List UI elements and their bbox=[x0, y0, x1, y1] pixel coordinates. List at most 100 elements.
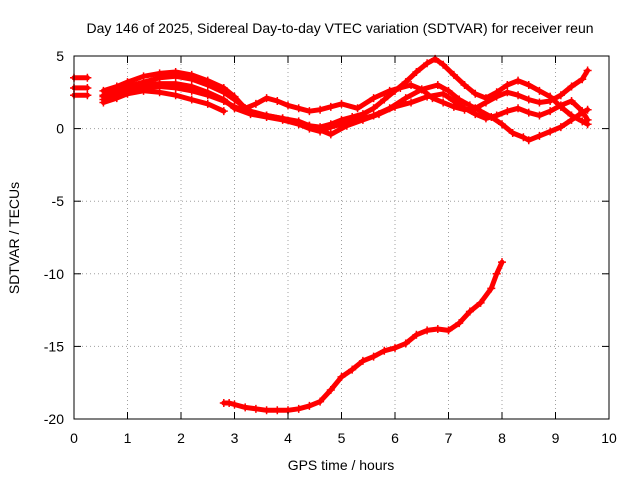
data-point bbox=[514, 104, 523, 113]
data-point bbox=[83, 73, 92, 82]
data-point bbox=[342, 121, 351, 130]
data-point bbox=[583, 66, 592, 75]
data-point bbox=[455, 319, 464, 328]
y-tick-label: -10 bbox=[44, 266, 64, 282]
data-point bbox=[139, 86, 148, 95]
data-point bbox=[316, 126, 325, 135]
data-point bbox=[449, 70, 458, 79]
data-point bbox=[369, 94, 378, 103]
data-point bbox=[337, 99, 346, 108]
data-point bbox=[401, 94, 410, 103]
data-point bbox=[524, 108, 533, 117]
data-point bbox=[353, 104, 362, 113]
data-point bbox=[262, 111, 271, 120]
data-point bbox=[556, 123, 565, 132]
data-point bbox=[326, 102, 335, 111]
x-tick-label: 6 bbox=[391, 430, 399, 446]
data-point bbox=[508, 128, 517, 137]
series-line bbox=[221, 259, 505, 413]
x-tick-label: 9 bbox=[552, 430, 560, 446]
y-tick-label: -15 bbox=[44, 338, 64, 354]
data-point bbox=[460, 104, 469, 113]
data-point bbox=[391, 86, 399, 95]
data-point bbox=[444, 86, 453, 95]
data-point bbox=[449, 97, 458, 106]
data-point bbox=[171, 72, 180, 81]
data-point bbox=[471, 110, 480, 119]
y-tick-label: -20 bbox=[44, 411, 64, 427]
data-point bbox=[99, 98, 108, 107]
data-point bbox=[219, 107, 228, 116]
x-tick-label: 3 bbox=[231, 430, 239, 446]
data-point bbox=[171, 83, 180, 92]
data-point bbox=[284, 101, 292, 110]
data-point bbox=[358, 115, 367, 124]
data-point bbox=[546, 127, 555, 136]
data-point bbox=[251, 404, 260, 413]
data-point bbox=[407, 81, 416, 90]
data-point bbox=[423, 326, 432, 335]
data-point bbox=[487, 284, 496, 293]
data-point bbox=[535, 111, 544, 120]
data-point bbox=[556, 91, 565, 100]
data-point bbox=[498, 258, 506, 267]
data-point bbox=[481, 94, 490, 103]
series-trace-g bbox=[99, 82, 592, 139]
data-point bbox=[492, 88, 501, 97]
series-trace-b bbox=[70, 83, 92, 92]
x-tick-label: 10 bbox=[601, 430, 617, 446]
data-point bbox=[444, 326, 453, 335]
data-point bbox=[567, 82, 576, 91]
data-point bbox=[524, 136, 533, 145]
series-trace-h bbox=[99, 86, 228, 116]
data-point bbox=[83, 83, 92, 92]
data-series bbox=[70, 54, 592, 415]
data-point bbox=[391, 102, 399, 111]
data-point bbox=[546, 92, 555, 101]
data-point bbox=[412, 67, 421, 76]
data-point bbox=[369, 352, 378, 361]
data-point bbox=[535, 131, 544, 140]
data-point bbox=[556, 101, 565, 110]
data-point bbox=[155, 88, 164, 97]
data-point bbox=[578, 107, 587, 116]
data-point bbox=[316, 105, 325, 114]
data-point bbox=[492, 111, 501, 120]
data-point bbox=[567, 97, 576, 106]
data-point bbox=[476, 298, 485, 307]
data-point bbox=[519, 133, 528, 142]
x-tick-label: 7 bbox=[445, 430, 453, 446]
data-point bbox=[305, 107, 314, 116]
data-point bbox=[524, 95, 533, 104]
chart-title: Day 146 of 2025, Sidereal Day-to-day VTE… bbox=[86, 20, 593, 36]
data-point bbox=[203, 99, 212, 108]
data-point bbox=[546, 107, 555, 116]
data-point bbox=[535, 98, 544, 107]
data-point bbox=[348, 365, 357, 374]
data-point bbox=[412, 330, 421, 339]
data-point bbox=[171, 91, 180, 100]
data-point bbox=[514, 76, 523, 85]
data-point bbox=[423, 59, 432, 68]
data-point bbox=[230, 95, 239, 104]
data-point bbox=[203, 91, 212, 100]
data-point bbox=[433, 81, 442, 90]
data-point bbox=[471, 89, 480, 98]
data-point bbox=[439, 89, 448, 98]
data-point bbox=[337, 372, 346, 381]
data-point bbox=[514, 91, 523, 100]
data-point bbox=[294, 104, 303, 113]
x-tick-label: 0 bbox=[70, 430, 78, 446]
data-point bbox=[503, 88, 512, 97]
data-point bbox=[465, 307, 474, 316]
data-point bbox=[433, 324, 442, 333]
data-point bbox=[374, 110, 383, 119]
data-point bbox=[380, 346, 389, 355]
data-point bbox=[358, 356, 367, 365]
data-point bbox=[219, 97, 228, 106]
series-trace-c bbox=[70, 91, 92, 100]
data-point bbox=[326, 385, 335, 394]
data-point bbox=[246, 108, 255, 117]
data-point bbox=[294, 404, 303, 413]
data-point bbox=[262, 94, 271, 103]
